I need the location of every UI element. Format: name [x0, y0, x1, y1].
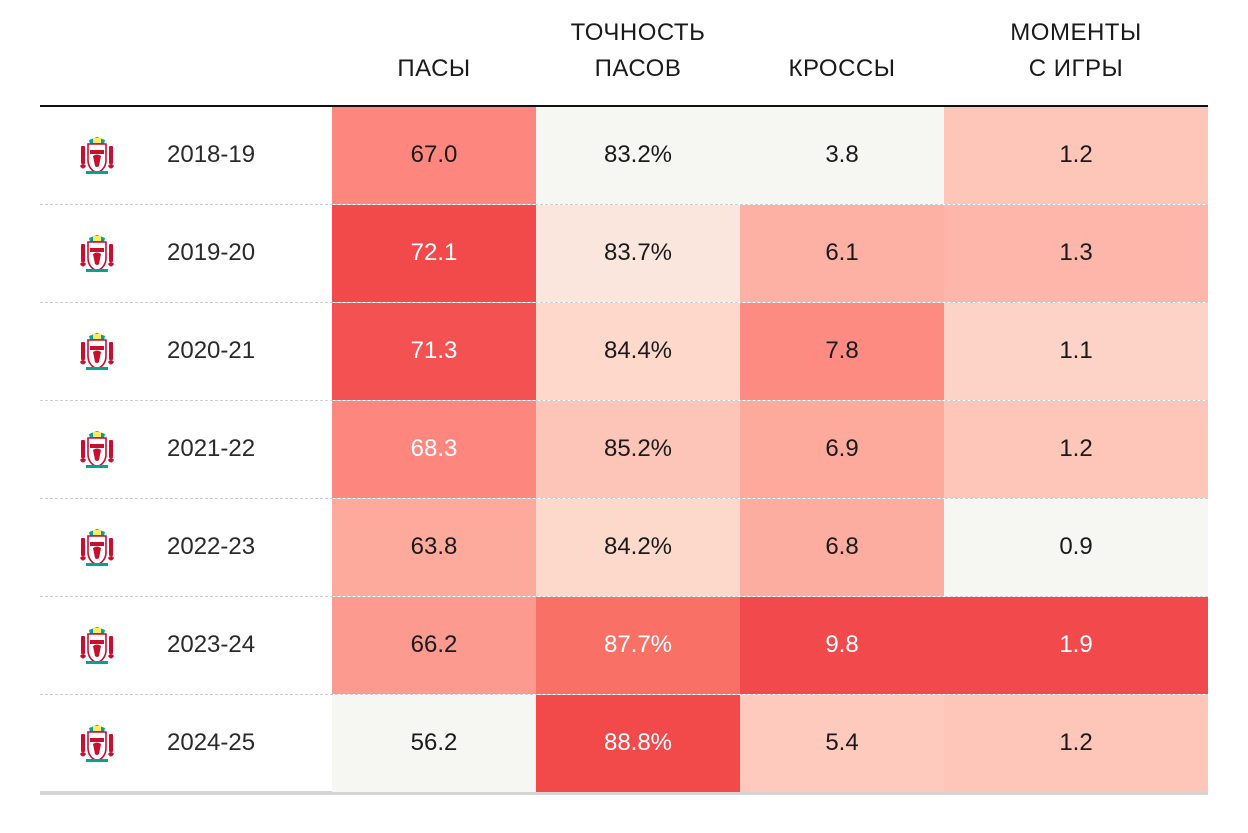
- cell-open-play-chances: 0.9: [944, 499, 1208, 596]
- cell-passes: 68.3: [332, 401, 536, 498]
- cell-crosses: 5.4: [740, 695, 944, 792]
- column-header-crosses: КРОССЫ: [788, 55, 896, 82]
- cell-open-play-chances: 1.2: [944, 695, 1208, 792]
- cell-pass-accuracy: 85.2%: [536, 401, 740, 498]
- liverpool-crest-icon: [80, 431, 114, 468]
- liverpool-crest-icon: [80, 627, 114, 664]
- liverpool-crest-icon: [80, 333, 114, 370]
- column-header-pass-accuracy: ТОЧНОСТЬ ПАСОВ: [570, 19, 706, 82]
- cell-open-play-chances: 1.2: [944, 107, 1208, 204]
- cell-passes: 56.2: [332, 695, 536, 792]
- cell-passes: 72.1: [332, 205, 536, 302]
- rows-container: 2018-19 67.0 83.2% 3.8 1.2 2019-20 72.1 83.7% 6.…: [40, 107, 1208, 795]
- table-row: 2019-20 72.1 83.7% 6.1 1.3: [40, 205, 1208, 303]
- season-label: 2019-20: [167, 239, 256, 266]
- column-header-open-play-chances: МОМЕНТЫ С ИГРЫ: [1010, 19, 1142, 82]
- cell-passes: 71.3: [332, 303, 536, 400]
- season-label: 2018-19: [167, 141, 256, 168]
- liverpool-crest-icon: [80, 529, 114, 566]
- column-header-passes: ПАСЫ: [397, 55, 471, 82]
- table-row: 2018-19 67.0 83.2% 3.8 1.2: [40, 107, 1208, 205]
- season-label: 2020-21: [167, 337, 256, 364]
- cell-crosses: 6.9: [740, 401, 944, 498]
- cell-open-play-chances: 1.1: [944, 303, 1208, 400]
- season-label: 2023-24: [167, 631, 256, 658]
- header-row: ПАСЫ ТОЧНОСТЬ ПАСОВ КРОССЫ МОМЕНТЫ С ИГРЫ: [40, 0, 1208, 107]
- cell-open-play-chances: 1.9: [944, 597, 1208, 694]
- cell-pass-accuracy: 88.8%: [536, 695, 740, 792]
- season-label: 2021-22: [167, 435, 256, 462]
- table-row: 2024-25 56.2 88.8% 5.4 1.2: [40, 695, 1208, 795]
- liverpool-crest-icon: [80, 137, 114, 174]
- cell-open-play-chances: 1.2: [944, 401, 1208, 498]
- cell-pass-accuracy: 84.2%: [536, 499, 740, 596]
- cell-pass-accuracy: 83.2%: [536, 107, 740, 204]
- season-label: 2024-25: [167, 729, 256, 756]
- cell-crosses: 7.8: [740, 303, 944, 400]
- cell-pass-accuracy: 87.7%: [536, 597, 740, 694]
- table-row: 2022-23 63.8 84.2% 6.8 0.9: [40, 499, 1208, 597]
- cell-crosses: 6.1: [740, 205, 944, 302]
- table-row: 2020-21 71.3 84.4% 7.8 1.1: [40, 303, 1208, 401]
- cell-passes: 66.2: [332, 597, 536, 694]
- cell-pass-accuracy: 83.7%: [536, 205, 740, 302]
- cell-crosses: 6.8: [740, 499, 944, 596]
- stats-table: ПАСЫ ТОЧНОСТЬ ПАСОВ КРОССЫ МОМЕНТЫ С ИГРЫ 2…: [40, 0, 1208, 795]
- cell-open-play-chances: 1.3: [944, 205, 1208, 302]
- cell-crosses: 9.8: [740, 597, 944, 694]
- cell-passes: 63.8: [332, 499, 536, 596]
- liverpool-crest-icon: [80, 235, 114, 272]
- table-row: 2023-24 66.2 87.7% 9.8 1.9: [40, 597, 1208, 695]
- liverpool-crest-icon: [80, 725, 114, 762]
- table-row: 2021-22 68.3 85.2% 6.9 1.2: [40, 401, 1208, 499]
- cell-passes: 67.0: [332, 107, 536, 204]
- cell-pass-accuracy: 84.4%: [536, 303, 740, 400]
- season-label: 2022-23: [167, 533, 256, 560]
- cell-crosses: 3.8: [740, 107, 944, 204]
